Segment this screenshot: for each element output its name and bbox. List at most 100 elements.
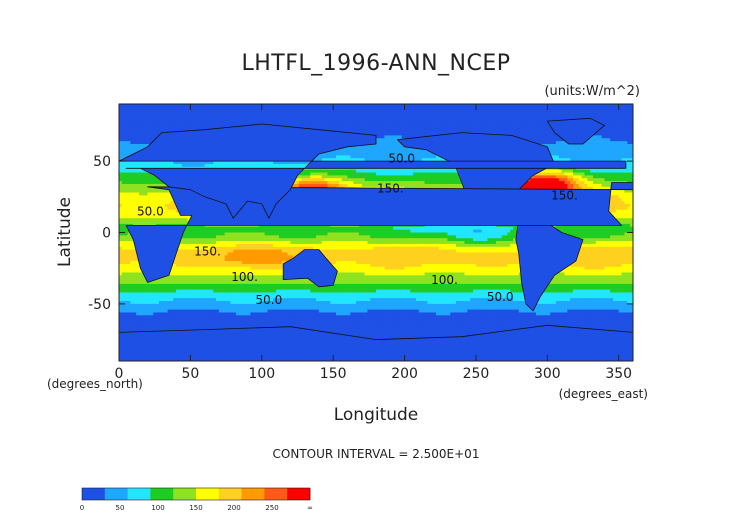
heatmap-cell [553,146,557,151]
heatmap-cell [301,106,305,111]
heatmap-cell [464,109,468,113]
heatmap-cell [153,181,157,185]
heatmap-cell [316,169,320,173]
heatmap-cell [167,109,171,113]
heatmap-cell [361,158,365,162]
heatmap-cell [336,118,340,122]
heatmap-cell [156,118,160,122]
heatmap-cell [293,118,297,122]
heatmap-cell [493,126,497,131]
heatmap-cell [510,112,514,116]
heatmap-cell [630,135,633,139]
heatmap-cell [316,155,320,159]
heatmap-cell [141,172,146,176]
heatmap-cell [267,109,271,113]
heatmap-cell [170,112,174,116]
heatmap-cell [141,104,146,108]
heatmap-cell [598,109,602,113]
heatmap-cell [530,129,534,133]
heatmap-cell [621,143,625,148]
heatmap-cell [513,123,517,128]
heatmap-cell [424,181,428,185]
heatmap-cell [141,178,146,182]
heatmap-cell [378,112,383,116]
heatmap-cell [124,115,128,119]
heatmap-cell [464,118,468,122]
heatmap-cell [561,141,565,145]
heatmap-cell [273,121,277,125]
heatmap-cell [630,178,633,182]
heatmap-cell [253,106,257,111]
heatmap-cell [587,169,591,173]
heatmap-cell [127,123,131,128]
heatmap-cell [404,158,408,162]
heatmap-cell [387,152,391,156]
heatmap-cell [607,178,611,182]
heatmap-cell [136,178,140,182]
heatmap-cell [127,143,131,148]
heatmap-cell [475,104,480,108]
heatmap-cell [393,121,397,125]
heatmap-cell [618,129,622,133]
heatmap-cell [378,126,383,131]
heatmap-cell [444,181,448,185]
heatmap-cell [358,112,363,116]
heatmap-cell [301,115,305,119]
heatmap-cell [627,146,631,151]
heatmap-cell [481,104,485,108]
heatmap-cell [158,123,163,128]
heatmap-cell [364,115,368,119]
heatmap-cell [547,104,551,108]
heatmap-cell [527,123,531,128]
heatmap-cell [493,121,497,125]
heatmap-cell [435,109,440,113]
heatmap-cell [324,118,328,122]
heatmap-cell [438,123,443,128]
heatmap-cell [618,104,622,108]
heatmap-cell [475,121,480,125]
heatmap-cell [501,115,505,119]
heatmap-cell [487,115,491,119]
heatmap-cell [376,178,380,182]
heatmap-cell [336,126,340,131]
heatmap-cell [324,106,328,111]
heatmap-cell [364,152,368,156]
heatmap-cell [598,106,602,111]
heatmap-cell [124,149,128,153]
heatmap-cell [387,155,391,159]
heatmap-cell [307,106,311,111]
heatmap-cell [296,161,300,165]
heatmap-cell [395,118,400,122]
heatmap-cell [141,161,146,165]
heatmap-cell [618,109,622,113]
heatmap-cell [173,129,177,133]
heatmap-cell [410,149,414,153]
heatmap-cell [233,118,237,122]
heatmap-cell [498,132,502,136]
heatmap-cell [553,175,557,179]
heatmap-cell [564,112,568,116]
heatmap-cell [518,104,522,108]
heatmap-cell [533,129,537,133]
heatmap-cell [424,106,428,111]
heatmap-cell [607,169,611,173]
heatmap-cell [364,155,368,159]
heatmap-cell [498,121,502,125]
heatmap-cell [156,181,160,185]
heatmap-cell [347,169,351,173]
heatmap-cell [450,121,454,125]
heatmap-cell [301,121,305,125]
heatmap-cell [615,109,620,113]
heatmap-cell [427,172,431,176]
heatmap-cell [327,115,331,119]
heatmap-cell [630,163,633,168]
heatmap-cell [247,104,251,108]
heatmap-cell [413,104,417,108]
heatmap-cell [364,109,368,113]
heatmap-cell [398,126,403,131]
heatmap-cell [278,115,283,119]
heatmap-cell [555,155,560,159]
heatmap-cell [216,121,220,125]
heatmap-cell [490,126,494,131]
heatmap-cell [527,129,531,133]
